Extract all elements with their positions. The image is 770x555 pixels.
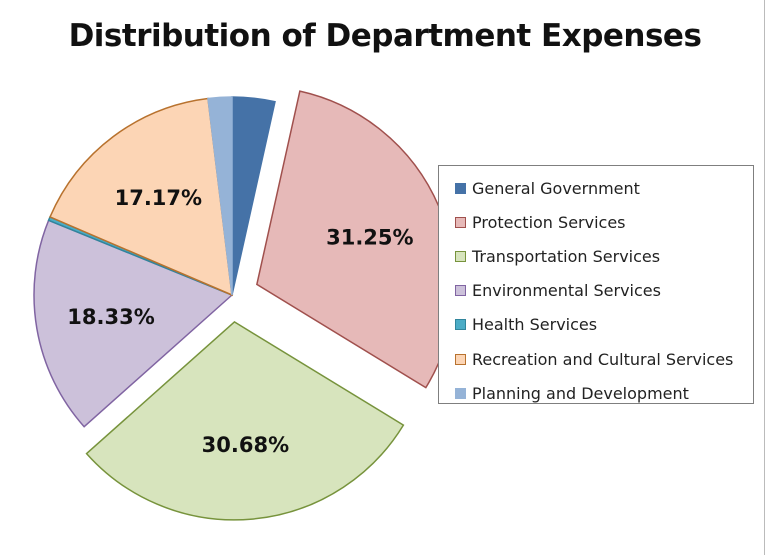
legend-label: Planning and Development xyxy=(472,383,689,403)
data-label-transportation-services: 30.68% xyxy=(202,433,289,457)
legend-item-protection-services: Protection Services xyxy=(455,205,753,239)
legend-label: Transportation Services xyxy=(472,246,661,266)
data-label-environmental-services: 18.33% xyxy=(67,305,154,329)
legend-item-planning-and-development: Planning and Development xyxy=(455,376,753,410)
legend-swatch xyxy=(455,285,466,297)
legend-swatch xyxy=(455,250,466,262)
legend-item-transportation-services: Transportation Services xyxy=(455,239,753,273)
chart-title: Distribution of Department Expenses xyxy=(68,18,702,54)
pie-slice-planning-and-development xyxy=(207,96,233,296)
legend-swatch xyxy=(455,387,466,399)
legend-item-health-services: Health Services xyxy=(455,308,753,342)
legend-item-environmental-services: Environmental Services xyxy=(455,274,753,308)
pie-slice-transportation-services xyxy=(85,320,405,521)
legend-label: General Government xyxy=(472,178,640,198)
legend: General Government Protection Services Tra… xyxy=(438,165,754,404)
legend-swatch xyxy=(455,319,466,331)
legend-label: Environmental Services xyxy=(472,281,661,301)
legend-label: Protection Services xyxy=(472,212,626,232)
legend-swatch xyxy=(455,216,466,228)
legend-label: Health Services xyxy=(472,315,598,335)
legend-item-general-government: General Government xyxy=(455,171,753,205)
legend-label: Recreation and Cultural Services xyxy=(472,349,734,369)
pie-slice-recreation-and-cultural-services xyxy=(49,97,233,297)
legend-item-recreation-and-cultural-services: Recreation and Cultural Services xyxy=(455,342,753,376)
data-label-recreation-and-cultural-services: 17.17% xyxy=(115,186,202,210)
pie-slice-environmental-services xyxy=(33,219,234,428)
frame-border xyxy=(764,0,765,555)
data-label-protection-services: 31.25% xyxy=(326,225,413,249)
legend-swatch xyxy=(455,353,466,365)
legend-swatch xyxy=(455,182,466,194)
